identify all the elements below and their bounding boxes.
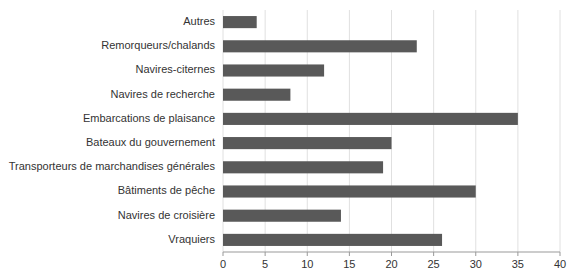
tick-label: 25 <box>428 258 440 270</box>
tick-mark <box>433 252 434 256</box>
tick-mark <box>560 252 561 256</box>
category-label: Bateaux du gouvernement <box>86 136 215 148</box>
grid-line <box>475 10 476 252</box>
grid-line <box>517 10 518 252</box>
category-label: Navires de recherche <box>110 88 215 100</box>
bar <box>223 185 476 197</box>
tick-mark <box>265 252 266 256</box>
bar <box>223 16 257 28</box>
tick-mark <box>517 252 518 256</box>
grid-line <box>433 10 434 252</box>
y-axis-labels: Autres Remorqueurs/chalands Navires-citern… <box>9 15 216 245</box>
tick-mark <box>307 252 308 256</box>
bar <box>223 40 417 52</box>
tick-mark <box>391 252 392 256</box>
grid <box>223 10 560 252</box>
tick-label: 35 <box>512 258 524 270</box>
tick-label: 0 <box>220 258 226 270</box>
x-axis-line <box>223 252 560 253</box>
tick-label: 20 <box>385 258 397 270</box>
bar <box>223 137 392 149</box>
category-label: Navires-citernes <box>136 63 216 75</box>
tick-label: 15 <box>343 258 355 270</box>
bar <box>223 210 341 222</box>
tick-mark <box>223 252 224 256</box>
chart: Autres Remorqueurs/chalands Navires-citern… <box>0 0 576 278</box>
tick-mark <box>349 252 350 256</box>
bar <box>223 89 290 101</box>
bar <box>223 161 383 173</box>
bars <box>223 16 518 246</box>
category-label: Vraquiers <box>168 233 215 245</box>
tick-label: 40 <box>554 258 566 270</box>
bar <box>223 234 442 246</box>
category-label: Transporteurs de marchandises générales <box>9 160 216 172</box>
tick-label: 30 <box>470 258 482 270</box>
category-label: Embarcations de plaisance <box>83 112 215 124</box>
tick-label: 5 <box>262 258 268 270</box>
tick-mark <box>475 252 476 256</box>
chart-container: Autres Remorqueurs/chalands Navires-citern… <box>0 0 576 278</box>
category-label: Bâtiments de pêche <box>118 184 215 196</box>
grid-line <box>560 10 561 252</box>
category-label: Remorqueurs/chalands <box>101 39 215 51</box>
category-label: Navires de croisière <box>118 209 215 221</box>
category-label: Autres <box>183 15 215 27</box>
bar <box>223 113 518 125</box>
bar <box>223 64 324 76</box>
tick-label: 10 <box>301 258 313 270</box>
x-axis: 0 5 10 15 20 25 30 35 40 <box>220 252 566 270</box>
